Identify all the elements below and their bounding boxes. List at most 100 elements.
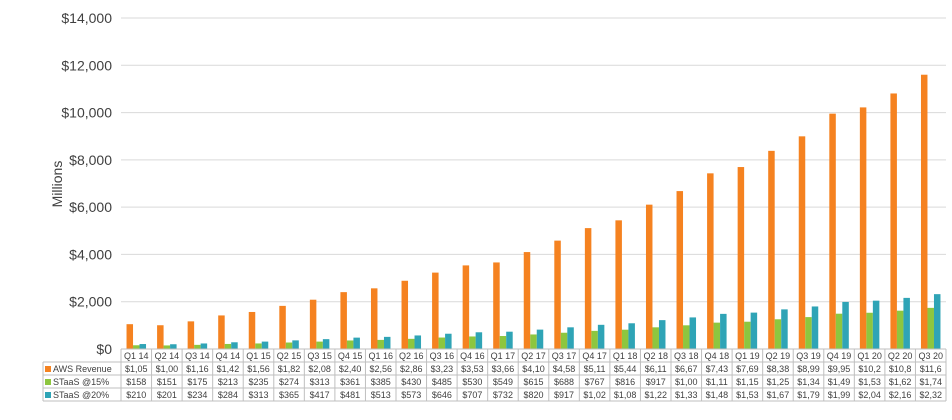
category-label: Q3 17 [552,351,577,361]
legend-label: STaaS @20% [53,390,109,400]
bar-staas-20--8 [383,336,391,349]
table-cell: $274 [279,377,299,387]
bar-aws-revenue-15 [584,228,592,349]
category-label: Q1 20 [857,351,882,361]
table-cell: $481 [340,390,360,400]
bar-aws-revenue-11 [462,265,470,349]
category-label: Q4 19 [827,351,852,361]
y-tick-label: $2,000 [69,294,112,310]
category-label: Q2 14 [155,351,180,361]
bar-aws-revenue-26 [920,74,928,350]
bar-staas-20--14 [567,327,574,349]
bar-staas-20--20 [750,312,758,349]
table-cell: $1,67 [767,390,790,400]
bar-staas-20--21 [781,309,788,349]
table-cell: $1,62 [889,377,912,387]
bar-aws-revenue-23 [829,113,836,349]
category-label: Q4 17 [582,351,607,361]
table-cell: $7,43 [706,364,729,374]
category-label: Q2 15 [277,351,302,361]
table-cell: $430 [401,377,421,387]
table-cell: $7,69 [736,364,759,374]
bar-staas-20--18 [689,317,697,349]
bar-aws-revenue-18 [676,191,684,349]
bar-staas-20--17 [658,320,666,349]
bar-aws-revenue-14 [554,240,561,349]
bar-aws-revenue-4 [248,311,256,349]
category-label: Q3 15 [307,351,332,361]
table-cell: $9,95 [828,364,851,374]
table-cell: $917 [554,390,574,400]
legend-swatch [45,366,51,372]
bar-staas-15--24 [866,312,873,349]
bar-staas-15--7 [346,340,354,349]
table-cell: $3,23 [431,364,454,374]
table-cell: $1,49 [828,377,851,387]
y-axis-label: Millions [49,161,65,208]
bar-staas-15--20 [744,321,751,349]
y-tick-label: $6,000 [69,199,112,215]
bar-staas-15--21 [774,319,782,349]
legend-swatch [45,392,51,398]
bar-staas-20--12 [506,331,513,349]
category-label: Q1 16 [368,351,393,361]
bar-staas-20--22 [811,306,819,349]
table-cell: $1,33 [675,390,698,400]
table-cell: $417 [310,390,330,400]
table-cell: $485 [432,377,452,387]
table-cell: $385 [371,377,391,387]
table-cell: $11,6 [920,364,942,374]
data-table: Q1 14 Q2 14 Q3 14 Q4 14 Q1 15 Q2 15 Q3 15 Q4 15… [42,348,947,402]
bar-aws-revenue-8 [370,288,378,349]
table-cell: $8,38 [767,364,790,374]
bar-staas-15--0 [133,345,140,349]
category-label: Q2 19 [766,351,791,361]
bar-staas-15--22 [805,317,812,349]
bar-staas-15--13 [530,334,537,349]
bar-aws-revenue-19 [707,173,714,349]
table-cell: $3,66 [492,364,515,374]
table-cell: $1,74 [919,377,942,387]
category-label: Q3 16 [430,351,455,361]
bar-staas-20--6 [322,339,330,349]
table-cell: $5,11 [584,364,606,374]
category-label: Q4 14 [216,351,241,361]
table-cell: $1,99 [828,390,851,400]
table-cell: $1,15 [736,377,759,387]
table-cell: $2,56 [369,364,392,374]
table-cell: $1,00 [156,364,179,374]
bar-staas-15--2 [194,344,201,349]
table-cell: $1,34 [797,377,820,387]
bar-staas-20--15 [597,324,605,349]
bar-staas-20--4 [261,341,269,349]
bar-staas-20--7 [353,337,360,349]
bar-staas-15--3 [224,343,232,349]
table-cell: $2,08 [308,364,331,374]
y-tick-label: $14,000 [61,10,112,26]
bar-staas-15--23 [835,313,843,349]
bar-staas-15--10 [438,337,446,349]
table-cell: $213 [218,377,238,387]
bar-staas-20--9 [414,335,422,349]
table-cell: $5,44 [614,364,637,374]
table-cell: $201 [157,390,177,400]
bar-staas-15--14 [560,332,568,349]
y-tick-label: $8,000 [69,152,112,168]
bar-staas-20--16 [628,323,635,349]
table-cell: $688 [554,377,574,387]
table-cell: $8,99 [797,364,820,374]
category-label: Q1 18 [613,351,638,361]
bar-aws-revenue-9 [401,280,409,349]
category-label: Q1 17 [491,351,516,361]
table-cell: $210 [126,390,146,400]
bar-staas-20--24 [872,300,880,349]
bar-aws-revenue-3 [218,315,225,349]
bar-aws-revenue-7 [340,292,347,349]
table-cell: $175 [187,377,207,387]
table-cell: $1,53 [736,390,759,400]
table-cell: $1,11 [706,377,728,387]
table-cell: $1,25 [767,377,790,387]
bar-staas-15--18 [683,325,690,349]
table-cell: $1,79 [797,390,820,400]
table-cell: $158 [126,377,146,387]
